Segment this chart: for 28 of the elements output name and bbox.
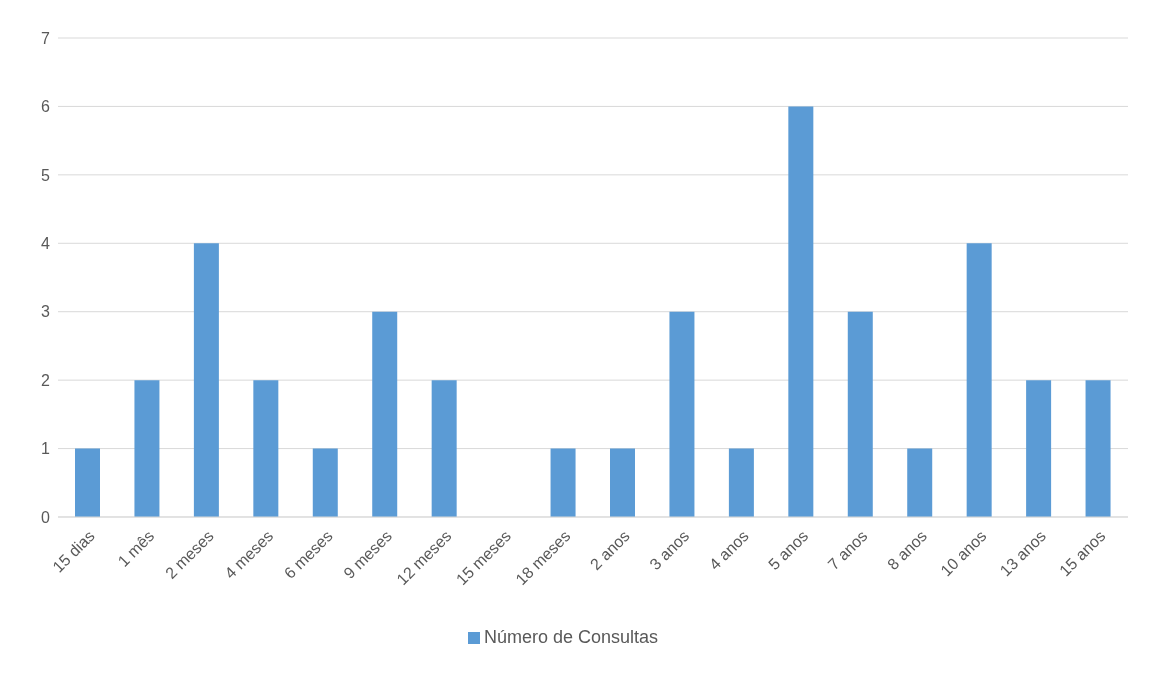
bar: [75, 448, 100, 517]
bar: [372, 311, 398, 517]
bar: [193, 243, 219, 517]
bar: [610, 448, 635, 517]
y-tick-label: 1: [41, 440, 51, 458]
bar: [788, 106, 814, 517]
bar: [431, 380, 457, 517]
bar: [134, 380, 160, 517]
x-tick-label: 1 mês: [114, 527, 158, 570]
y-tick-label: 0: [41, 508, 51, 526]
bar: [907, 448, 933, 517]
bar: [1026, 380, 1052, 517]
bar: [669, 311, 695, 517]
bar: [966, 243, 992, 517]
y-tick-label: 7: [41, 29, 51, 47]
y-tick-label: 4: [41, 234, 51, 252]
bar: [728, 448, 754, 517]
bar: [312, 448, 338, 517]
y-tick-label: 5: [41, 166, 51, 184]
bar: [253, 380, 279, 517]
y-tick-label: 6: [41, 98, 51, 116]
legend-label: Número de Consultas: [483, 627, 659, 647]
y-tick-label: 3: [41, 303, 51, 321]
bar: [847, 311, 873, 517]
x-tick-label: 15 dias: [49, 527, 98, 576]
bar: [550, 448, 576, 517]
bar: [1085, 380, 1111, 517]
y-tick-label: 2: [41, 371, 51, 389]
